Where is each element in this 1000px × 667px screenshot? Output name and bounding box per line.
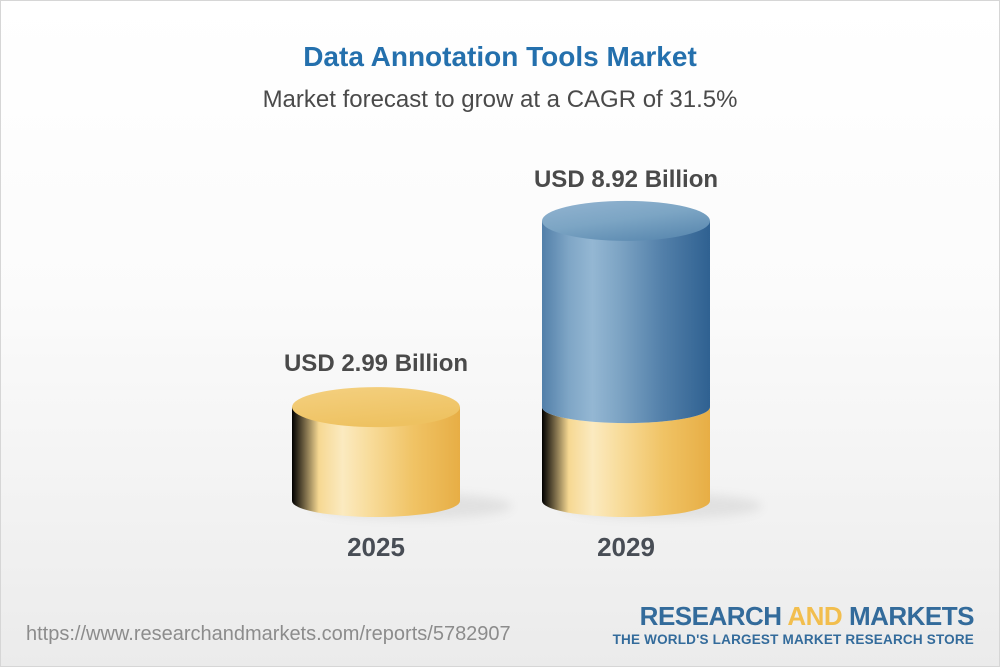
- category-label-2029: 2029: [597, 532, 655, 562]
- value-label-2029: USD 8.92 Billion: [533, 166, 719, 193]
- logo-word-and: AND: [787, 601, 843, 631]
- value-label-2025: USD 2.99 Billion: [283, 350, 469, 377]
- bar-2025-top-face: [292, 387, 460, 428]
- bar-2029-segment-blue: [542, 220, 710, 424]
- logo-tagline: THE WORLD'S LARGEST MARKET RESEARCH STOR…: [612, 631, 974, 647]
- bar-2029-segment-yellow: [542, 407, 710, 517]
- page-title: Data Annotation Tools Market: [303, 41, 697, 72]
- page-subtitle: Market forecast to grow at a CAGR of 31.…: [262, 86, 738, 113]
- category-label-2025: 2025: [347, 532, 405, 562]
- logo-word-research: RESEARCH: [639, 601, 782, 631]
- source-url-link[interactable]: https://www.researchandmarkets.com/repor…: [26, 623, 511, 645]
- bar-2029-top-face: [542, 200, 710, 241]
- logo-word-markets: MARKETS: [848, 601, 975, 631]
- bar-2025-segment-yellow: [292, 407, 460, 517]
- logo-wordmark: RESEARCH AND MARKETS: [613, 601, 975, 631]
- research-and-markets-logo: RESEARCH AND MARKETS THE WORLD'S LARGEST…: [612, 601, 975, 647]
